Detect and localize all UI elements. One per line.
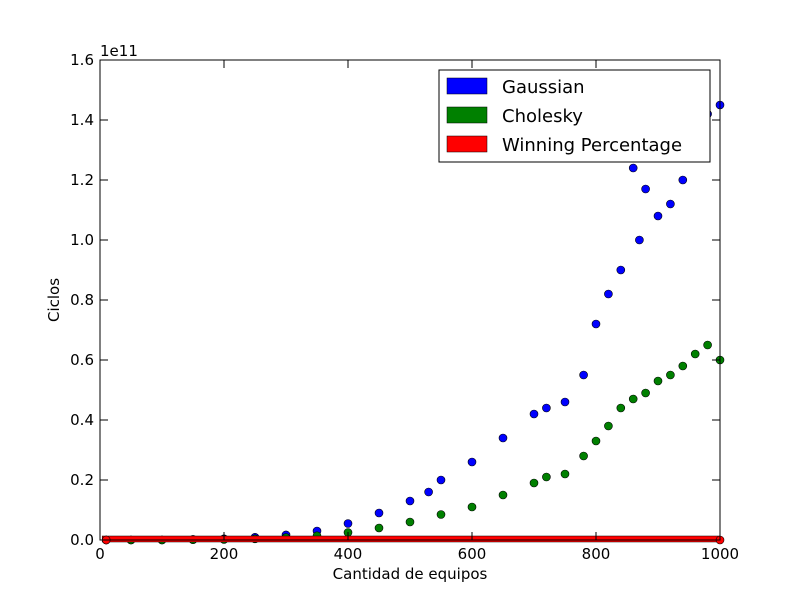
legend-label-gaussian: Gaussian bbox=[502, 77, 585, 98]
data-point bbox=[560, 397, 570, 407]
y-tick-label: 1.6 bbox=[70, 51, 94, 69]
y-tick-label: 1.0 bbox=[70, 231, 94, 249]
data-band bbox=[101, 535, 721, 543]
x-tick-label: 600 bbox=[458, 545, 487, 563]
y-tick-label: 1.2 bbox=[70, 171, 94, 189]
data-point bbox=[591, 436, 601, 446]
data-point bbox=[579, 451, 588, 461]
y-tick-label: 0.6 bbox=[70, 351, 94, 369]
legend-swatch-gaussian bbox=[446, 77, 488, 95]
x-tick-label: 0 bbox=[95, 545, 105, 563]
y-tick-label: 1.4 bbox=[70, 111, 94, 129]
x-tick-label: 200 bbox=[210, 545, 239, 563]
data-point bbox=[628, 394, 638, 404]
legend-swatch-cholesky bbox=[446, 106, 488, 124]
x-tick-label: 400 bbox=[334, 545, 363, 563]
data-point bbox=[405, 517, 415, 527]
data-point bbox=[467, 457, 477, 467]
data-point bbox=[436, 475, 446, 485]
data-point bbox=[703, 340, 712, 350]
data-point bbox=[591, 319, 601, 329]
data-point bbox=[343, 519, 353, 528]
legend: Gaussian Cholesky Winning Percentage bbox=[438, 69, 711, 163]
data-point bbox=[653, 376, 663, 386]
data-point bbox=[498, 490, 508, 500]
data-point bbox=[641, 184, 650, 194]
data-point bbox=[666, 370, 675, 380]
y-axis-label: Ciclos bbox=[45, 278, 63, 322]
data-point bbox=[690, 349, 700, 359]
data-point bbox=[529, 478, 539, 488]
legend-label-winning-percentage: Winning Percentage bbox=[502, 135, 682, 156]
x-tick-label: 800 bbox=[582, 545, 611, 563]
data-point bbox=[604, 289, 613, 299]
data-point bbox=[498, 433, 508, 443]
data-point bbox=[616, 265, 626, 275]
data-point bbox=[529, 409, 539, 419]
legend-swatch-winning-percentage bbox=[446, 135, 488, 153]
legend-label-cholesky: Cholesky bbox=[502, 106, 583, 127]
y-tick-label: 0.4 bbox=[70, 411, 94, 429]
data-point bbox=[542, 403, 551, 413]
data-point bbox=[542, 472, 551, 482]
data-point bbox=[405, 496, 415, 506]
data-point bbox=[635, 235, 644, 245]
y-tick-label: 0.8 bbox=[70, 291, 94, 309]
data-point bbox=[678, 361, 688, 371]
data-point bbox=[560, 469, 570, 479]
data-point bbox=[436, 510, 446, 519]
y-tick-label: 0.0 bbox=[70, 531, 94, 549]
x-tick-label: 1000 bbox=[701, 545, 739, 563]
y-multiplier-label: 1e11 bbox=[100, 42, 138, 60]
x-axis-label: Cantidad de equipos bbox=[333, 565, 488, 583]
data-point bbox=[616, 403, 626, 413]
data-point bbox=[579, 370, 588, 380]
data-point bbox=[467, 502, 477, 512]
data-point bbox=[653, 211, 663, 221]
ticks-layer: 0 200 400 600 800 1000 0.0 0.2 0.4 0.6 0.8 1.0 1.2 1.… bbox=[70, 51, 739, 563]
data-point bbox=[666, 199, 675, 209]
data-point bbox=[628, 163, 638, 173]
data-point bbox=[424, 487, 433, 497]
y-tick-label: 0.2 bbox=[70, 471, 94, 489]
data-point bbox=[604, 421, 613, 431]
data-point bbox=[678, 175, 688, 185]
marks-layer bbox=[101, 100, 725, 545]
data-point bbox=[374, 523, 384, 533]
data-point bbox=[374, 508, 384, 518]
data-point bbox=[641, 388, 650, 398]
